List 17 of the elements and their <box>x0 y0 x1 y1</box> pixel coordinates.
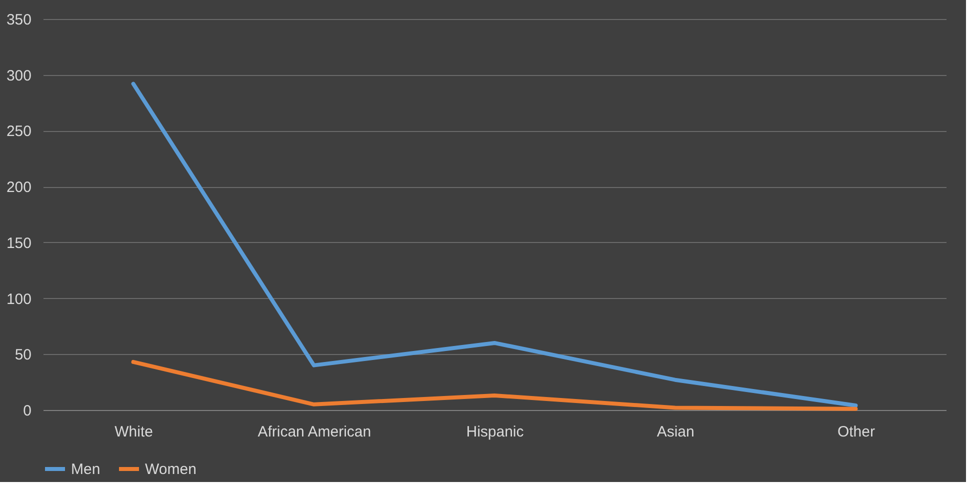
x-tick-label: Other <box>837 424 875 440</box>
x-tick-label: African American <box>258 424 372 440</box>
y-tick-label: 300 <box>6 67 32 84</box>
x-tick-label: Asian <box>656 424 694 440</box>
y-tick-label: 350 <box>6 12 32 28</box>
y-tick-label: 0 <box>23 402 32 420</box>
y-tick-label: 150 <box>6 234 32 252</box>
line-series <box>131 360 858 411</box>
x-tick-label: Hispanic <box>466 424 524 440</box>
y-tick-label: 250 <box>6 123 32 140</box>
legend-label: Women <box>145 461 196 478</box>
y-tick-label: 50 <box>14 346 32 364</box>
y-tick-label: 200 <box>6 179 32 196</box>
line-series <box>131 82 858 408</box>
y-tick-label: 100 <box>6 290 32 308</box>
legend-label: Men <box>71 461 100 478</box>
x-tick-label: White <box>114 424 153 440</box>
